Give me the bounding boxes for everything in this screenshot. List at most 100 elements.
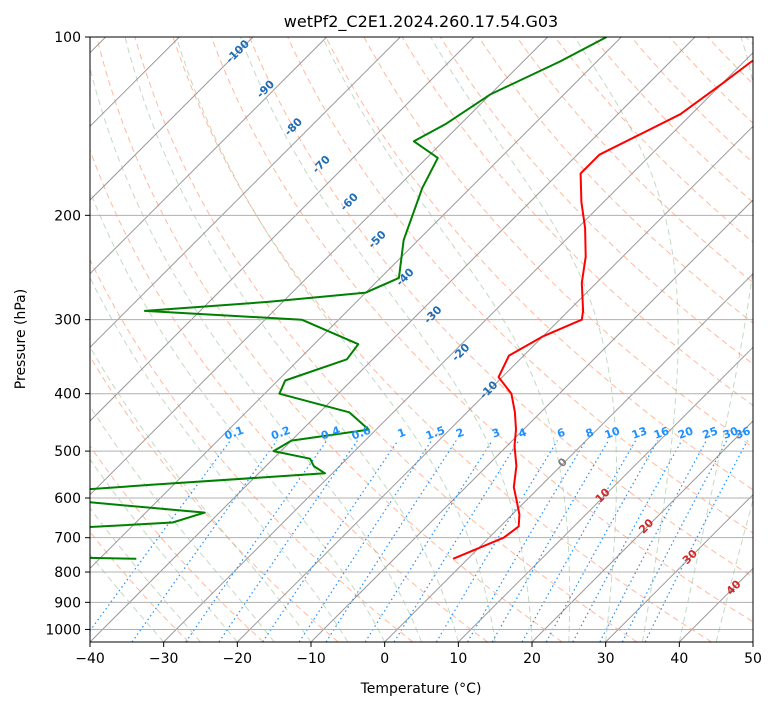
mixing-ratio-label: 3 (490, 426, 502, 441)
mixing-ratio-label: 0.6 (350, 424, 373, 443)
moist-adiabat (678, 37, 753, 642)
mixing-ratio-line (131, 440, 278, 642)
mixing-ratio-label: 8 (584, 426, 596, 441)
isotherm (605, 493, 753, 642)
isotherm (90, 37, 401, 349)
x-tick-label: −30 (149, 651, 179, 667)
moist-adiabat-label: 0 (555, 455, 570, 470)
y-tick-label: 900 (54, 595, 81, 611)
moist-adiabat-label: -70 (310, 153, 333, 176)
x-tick-label: −40 (75, 651, 105, 667)
y-tick-label: 700 (54, 531, 81, 547)
background-lines (90, 37, 753, 642)
mixing-ratio-label: 0.4 (319, 424, 342, 443)
moist-adiabat-label: -20 (449, 341, 472, 364)
x-tick-label: −20 (223, 651, 253, 667)
mixing-ratio-label: 30 (721, 424, 740, 442)
isotherm (90, 37, 622, 570)
mixing-ratio-line (435, 440, 558, 642)
dry-adiabat (90, 258, 414, 642)
moist-adiabat (90, 458, 238, 642)
isotherm (310, 199, 753, 642)
mixing-ratio-line (644, 440, 748, 642)
x-tick-label: 0 (380, 651, 389, 667)
moist-adiabat (90, 553, 165, 642)
moist-adiabat (124, 37, 459, 642)
mixing-ratio-label: 36 (733, 424, 752, 442)
dry-adiabat (96, 37, 563, 642)
mixing-ratio-label: 25 (701, 424, 720, 441)
mixing-ratio-line (393, 440, 520, 642)
mixing-ratio-label: 20 (676, 424, 695, 442)
moist-adiabat (90, 345, 312, 642)
x-tick-label: 10 (449, 651, 467, 667)
moist-adiabat (90, 276, 349, 642)
mixing-ratio-label: 1.5 (424, 424, 447, 443)
dewpoint-line (90, 37, 608, 560)
mixing-ratio-line (491, 440, 609, 642)
mixing-ratio-line (325, 440, 457, 642)
dry-adiabat-label: 20 (636, 516, 656, 536)
y-axis: 100 200 300 400 500 600 700 800 900 1000 (45, 30, 90, 638)
isotherm (90, 37, 254, 201)
mixing-ratio-line (185, 440, 328, 642)
y-tick-label: 200 (54, 208, 81, 224)
isotherm (752, 641, 753, 642)
moist-adiabat-label: -40 (393, 265, 416, 288)
dry-adiabat (516, 37, 753, 284)
dry-adiabat (210, 37, 753, 623)
dry-adiabat (325, 37, 753, 491)
mixing-ratio-label: 6 (555, 426, 567, 441)
moist-adiabat (90, 405, 275, 642)
moist-adiabat (175, 37, 496, 642)
dry-adiabat-label: 10 (593, 485, 613, 505)
moist-adiabat (715, 498, 753, 642)
y-tick-label: 400 (54, 387, 81, 403)
dry-adiabat (90, 148, 488, 642)
mixing-ratio-line (521, 440, 637, 642)
isotherm (457, 346, 753, 642)
mixing-ratio-line (262, 440, 399, 642)
mixing-ratio-label: 0.1 (223, 424, 246, 443)
mixing-ratio-line (90, 440, 231, 632)
dry-adiabat (172, 37, 712, 642)
moist-adiabat (90, 507, 201, 642)
pressure-gridlines (90, 37, 753, 630)
dry-adiabat (90, 445, 264, 642)
y-axis-title: Pressure (hPa) (13, 289, 29, 389)
mixing-ratio-line (599, 440, 707, 642)
x-axis: −40 −30 −20 −10 0 10 20 30 40 50 (75, 642, 762, 667)
mixing-ratio-line (621, 440, 728, 642)
moist-adiabat (574, 37, 679, 642)
mixing-ratio-label: 10 (603, 424, 622, 442)
mixing-ratio-line (218, 440, 358, 642)
moist-adiabat (90, 189, 386, 642)
dry-adiabat (478, 37, 753, 324)
dry-adiabat (707, 37, 753, 85)
isotherm (163, 51, 753, 642)
dry-adiabat (554, 37, 753, 243)
y-tick-label: 300 (54, 313, 81, 329)
mixing-ratio-line (298, 440, 432, 642)
moist-adiabat-label: -60 (338, 190, 361, 213)
mixing-ratio-line (545, 440, 659, 642)
y-tick-label: 1000 (45, 622, 81, 638)
mixing-ratio-label: 16 (652, 424, 671, 442)
moist-adiabat (322, 37, 571, 642)
x-tick-label: 50 (744, 651, 762, 667)
mixing-ratio-line (466, 440, 587, 642)
isotherm (90, 37, 328, 275)
dry-adiabat (745, 37, 753, 46)
mixing-ratio-label: 1 (396, 426, 408, 441)
mixing-ratio-label: 2 (454, 426, 466, 441)
moist-adiabat (239, 37, 533, 642)
x-tick-label: 30 (597, 651, 615, 667)
isotherm (90, 37, 696, 642)
isotherm (384, 272, 753, 642)
x-tick-label: −10 (296, 651, 326, 667)
y-tick-label: 800 (54, 565, 81, 581)
dry-adiabat (439, 37, 753, 365)
chart-title: wetPf2_C2E1.2024.260.17.54.G03 (284, 12, 558, 32)
mixing-ratio-line (364, 440, 493, 642)
